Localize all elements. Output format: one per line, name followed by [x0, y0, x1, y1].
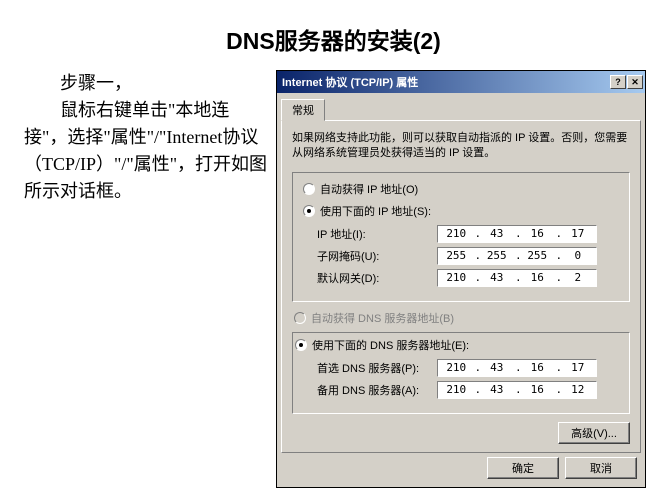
radio-icon — [294, 312, 306, 324]
ip-octet[interactable]: 2 — [560, 271, 597, 284]
ip-octet[interactable]: 16 — [519, 227, 556, 240]
content-area: 步骤一， 鼠标右键单击"本地连接"，选择"属性"/"Internet协议（TCP… — [0, 70, 667, 488]
alt-dns-label: 备用 DNS 服务器(A): — [317, 382, 437, 398]
ip-octet[interactable]: 12 — [560, 383, 597, 396]
ip-octet[interactable]: 16 — [519, 361, 556, 374]
ip-octet[interactable]: 16 — [519, 271, 556, 284]
ip-octet[interactable]: 210 — [438, 271, 475, 284]
radio-auto-dns: 自动获得 DNS 服务器地址(B) — [294, 310, 630, 326]
help-button[interactable]: ? — [610, 75, 626, 89]
cancel-button[interactable]: 取消 — [565, 457, 637, 479]
radio-auto-dns-label: 自动获得 DNS 服务器地址(B) — [311, 310, 454, 326]
titlebar-text: Internet 协议 (TCP/IP) 属性 — [282, 74, 610, 90]
advanced-button[interactable]: 高级(V)... — [558, 422, 630, 444]
ok-button[interactable]: 确定 — [487, 457, 559, 479]
instructions-text: 步骤一， 鼠标右键单击"本地连接"，选择"属性"/"Internet协议（TCP… — [24, 70, 272, 205]
info-text: 如果网络支持此功能，则可以获取自动指派的 IP 设置。否则，您需要从网络系统管理… — [292, 131, 630, 162]
close-icon: ✕ — [631, 77, 639, 88]
radio-icon — [295, 339, 307, 351]
ip-octet[interactable]: 16 — [519, 383, 556, 396]
subnet-mask-input[interactable]: 255. 255. 255. 0 — [437, 247, 597, 265]
ip-group: 自动获得 IP 地址(O) 使用下面的 IP 地址(S): IP 地址(I): … — [292, 172, 630, 302]
subnet-mask-label: 子网掩码(U): — [317, 248, 437, 264]
radio-manual-dns[interactable]: 使用下面的 DNS 服务器地址(E): — [295, 337, 619, 353]
instructions: 步骤一， 鼠标右键单击"本地连接"，选择"属性"/"Internet协议（TCP… — [24, 70, 272, 488]
ip-octet[interactable]: 43 — [479, 271, 516, 284]
tab-body: 如果网络支持此功能，则可以获取自动指派的 IP 设置。否则，您需要从网络系统管理… — [281, 120, 641, 453]
ip-octet[interactable]: 210 — [438, 383, 475, 396]
ip-octet[interactable]: 0 — [560, 249, 597, 262]
ip-octet[interactable]: 255 — [519, 249, 556, 262]
ip-octet[interactable]: 43 — [479, 227, 516, 240]
ip-octet[interactable]: 17 — [560, 227, 597, 240]
ip-octet[interactable]: 255 — [438, 249, 475, 262]
ip-octet[interactable]: 43 — [479, 383, 516, 396]
tab-general[interactable]: 常规 — [281, 99, 325, 121]
radio-icon — [303, 205, 315, 217]
slide-title: DNS服务器的安装(2) — [0, 0, 667, 70]
tcpip-properties-dialog: Internet 协议 (TCP/IP) 属性 ? ✕ 常规 如果网络支持此功能… — [276, 70, 646, 488]
ip-octet[interactable]: 17 — [560, 361, 597, 374]
ip-octet[interactable]: 43 — [479, 361, 516, 374]
ip-octet[interactable]: 210 — [438, 361, 475, 374]
gateway-label: 默认网关(D): — [317, 270, 437, 286]
tab-strip: 常规 — [277, 93, 645, 120]
radio-manual-ip[interactable]: 使用下面的 IP 地址(S): — [303, 203, 619, 219]
radio-manual-ip-label: 使用下面的 IP 地址(S): — [320, 203, 431, 219]
radio-icon — [303, 183, 315, 195]
gateway-input[interactable]: 210. 43. 16. 2 — [437, 269, 597, 287]
ip-octet[interactable]: 255 — [479, 249, 516, 262]
alt-dns-input[interactable]: 210. 43. 16. 12 — [437, 381, 597, 399]
ip-octet[interactable]: 210 — [438, 227, 475, 240]
primary-dns-label: 首选 DNS 服务器(P): — [317, 360, 437, 376]
primary-dns-input[interactable]: 210. 43. 16. 17 — [437, 359, 597, 377]
radio-manual-dns-label: 使用下面的 DNS 服务器地址(E): — [312, 337, 469, 353]
radio-auto-ip[interactable]: 自动获得 IP 地址(O) — [303, 181, 619, 197]
ip-address-input[interactable]: 210. 43. 16. 17 — [437, 225, 597, 243]
close-button[interactable]: ✕ — [627, 75, 643, 89]
ip-address-label: IP 地址(I): — [317, 226, 437, 242]
titlebar: Internet 协议 (TCP/IP) 属性 ? ✕ — [277, 71, 645, 93]
dns-group: 使用下面的 DNS 服务器地址(E): 首选 DNS 服务器(P): 210. … — [292, 332, 630, 414]
radio-auto-ip-label: 自动获得 IP 地址(O) — [320, 181, 418, 197]
